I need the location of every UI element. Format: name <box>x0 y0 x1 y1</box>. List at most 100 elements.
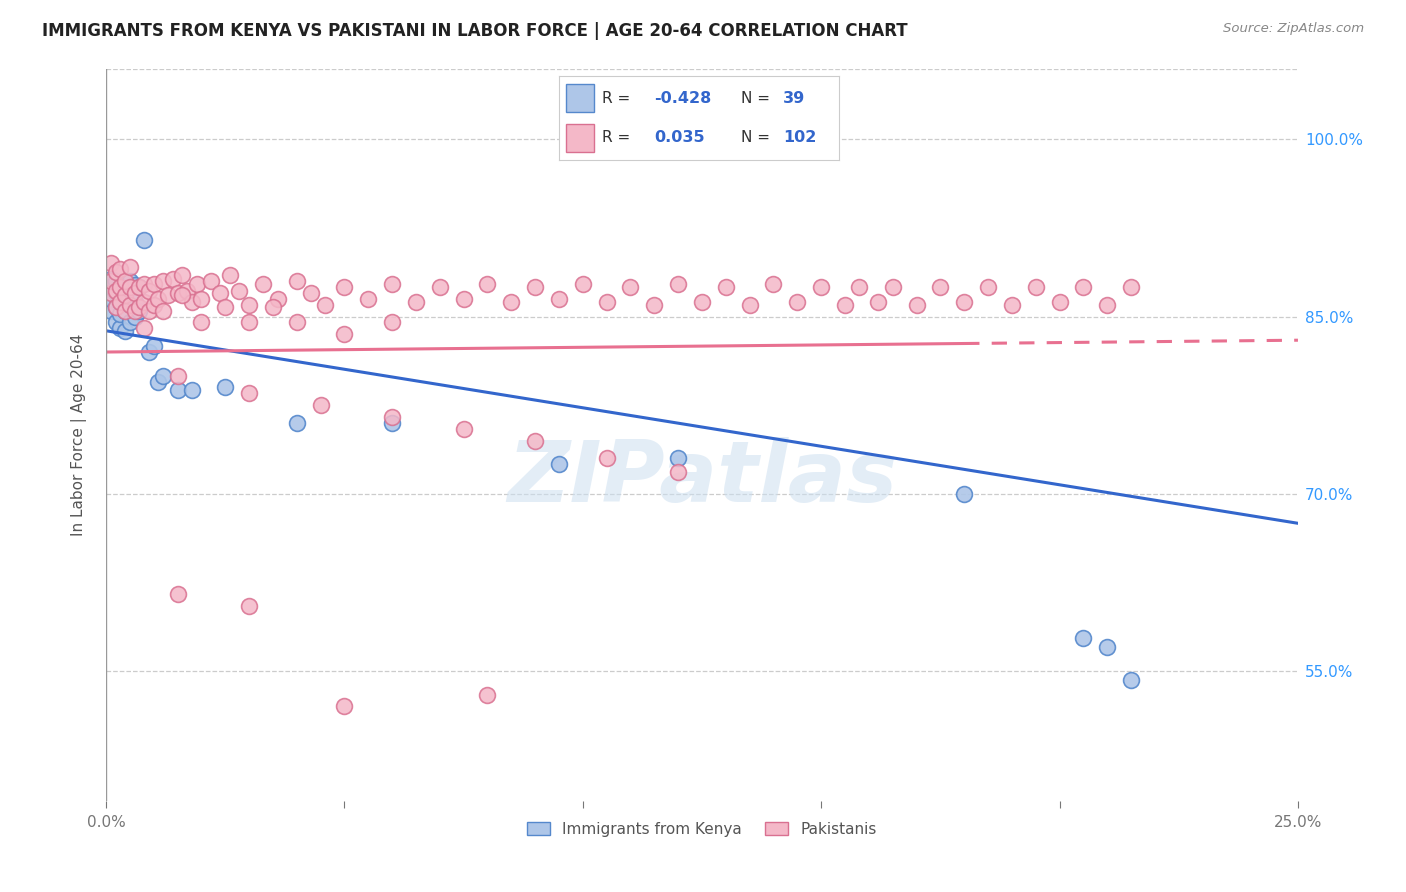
Point <box>1095 298 1118 312</box>
Point <box>285 416 308 430</box>
Point <box>110 295 132 310</box>
Point <box>104 300 127 314</box>
Point <box>138 303 160 318</box>
Point <box>118 260 141 274</box>
Text: IMMIGRANTS FROM KENYA VS PAKISTANI IN LABOR FORCE | AGE 20-64 CORRELATION CHART: IMMIGRANTS FROM KENYA VS PAKISTANI IN LA… <box>42 22 908 40</box>
Point <box>114 274 136 288</box>
Point <box>180 295 202 310</box>
Point <box>114 288 136 302</box>
Point <box>148 292 170 306</box>
Point <box>666 451 689 466</box>
Point <box>180 383 202 397</box>
Point <box>100 303 122 318</box>
Point <box>1001 298 1024 312</box>
Point <box>128 303 150 318</box>
Point <box>134 233 156 247</box>
Point <box>100 285 122 300</box>
Point <box>118 298 141 312</box>
Point <box>104 316 127 330</box>
Point <box>238 298 260 312</box>
Point <box>595 451 617 466</box>
Point <box>381 409 404 424</box>
Point <box>333 327 356 342</box>
Point <box>381 416 404 430</box>
Point <box>228 284 250 298</box>
Point <box>176 284 198 298</box>
Point <box>114 303 136 318</box>
Point <box>166 383 188 397</box>
Point <box>100 272 122 286</box>
Point <box>548 457 571 471</box>
Text: ZIPatlas: ZIPatlas <box>506 437 897 520</box>
Point <box>110 321 132 335</box>
Point <box>524 280 547 294</box>
Point <box>868 295 890 310</box>
Point <box>477 688 499 702</box>
Point <box>314 298 336 312</box>
Point <box>110 262 132 277</box>
Point <box>1025 280 1047 294</box>
Point <box>138 345 160 359</box>
Point <box>453 292 475 306</box>
Point <box>1119 280 1142 294</box>
Point <box>299 285 322 300</box>
Point <box>118 280 141 294</box>
Point <box>309 398 332 412</box>
Point <box>571 277 593 291</box>
Point <box>214 380 236 394</box>
Point <box>104 274 127 288</box>
Point <box>1073 280 1095 294</box>
Point <box>104 265 127 279</box>
Point <box>124 303 146 318</box>
Point <box>100 256 122 270</box>
Point <box>128 300 150 314</box>
Point <box>200 274 222 288</box>
Point <box>152 303 174 318</box>
Point <box>142 277 165 291</box>
Point <box>266 292 288 306</box>
Point <box>501 295 523 310</box>
Point <box>162 272 184 286</box>
Point <box>104 285 127 300</box>
Point <box>134 277 156 291</box>
Point <box>953 295 976 310</box>
Point <box>548 292 571 306</box>
Point <box>142 339 165 353</box>
Point <box>477 277 499 291</box>
Point <box>114 324 136 338</box>
Point <box>810 280 832 294</box>
Point <box>429 280 451 294</box>
Point <box>690 295 713 310</box>
Point <box>152 368 174 383</box>
Point <box>357 292 380 306</box>
Point <box>219 268 242 283</box>
Point <box>124 277 146 292</box>
Text: Source: ZipAtlas.com: Source: ZipAtlas.com <box>1223 22 1364 36</box>
Point <box>453 422 475 436</box>
Point <box>104 300 127 314</box>
Point <box>643 298 665 312</box>
Point <box>1073 631 1095 645</box>
Point <box>252 277 274 291</box>
Point <box>666 277 689 291</box>
Point <box>619 280 641 294</box>
Point <box>786 295 808 310</box>
Point <box>953 487 976 501</box>
Y-axis label: In Labor Force | Age 20-64: In Labor Force | Age 20-64 <box>72 334 87 536</box>
Point <box>134 295 156 310</box>
Point <box>209 285 232 300</box>
Point <box>118 316 141 330</box>
Point <box>186 277 208 291</box>
Point <box>148 375 170 389</box>
Legend: Immigrants from Kenya, Pakistanis: Immigrants from Kenya, Pakistanis <box>520 814 884 845</box>
Point <box>333 280 356 294</box>
Point <box>238 599 260 613</box>
Point <box>714 280 737 294</box>
Point <box>166 285 188 300</box>
Point <box>834 298 856 312</box>
Point <box>595 295 617 310</box>
Point <box>100 280 122 294</box>
Point <box>104 284 127 298</box>
Point <box>118 274 141 288</box>
Point <box>214 300 236 314</box>
